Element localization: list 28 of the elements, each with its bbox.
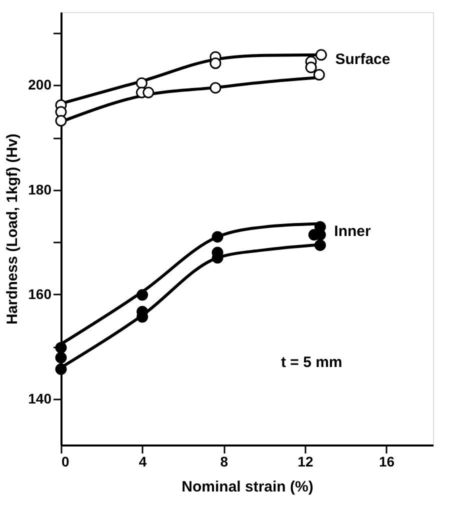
y-axis-title: Hardness (Load, 1kgf) (Hv) xyxy=(4,134,22,324)
x-tick-label: 8 xyxy=(220,454,228,470)
point xyxy=(136,289,148,301)
point xyxy=(212,231,224,243)
point xyxy=(210,58,222,69)
point xyxy=(55,115,67,127)
point xyxy=(142,86,154,98)
x-axis-title: Nominal strain (%) xyxy=(182,478,314,496)
point xyxy=(315,49,327,61)
y-tick-label: 140 xyxy=(28,390,52,406)
y-tick-label: 200 xyxy=(28,76,52,93)
y-tick-label: 160 xyxy=(28,286,52,302)
point xyxy=(55,342,67,354)
point xyxy=(305,62,317,74)
point xyxy=(55,352,67,364)
x-tick-label: 12 xyxy=(298,454,314,470)
point xyxy=(314,239,326,251)
x-tick-label: 4 xyxy=(138,454,147,470)
x-tick-label: 16 xyxy=(378,454,395,470)
x-tick-label: 0 xyxy=(62,454,70,470)
series-label: Inner xyxy=(334,222,372,240)
y-tick-label: 180 xyxy=(28,181,52,198)
series-label: Surface xyxy=(335,50,390,68)
point xyxy=(136,77,148,89)
point xyxy=(210,82,222,94)
point xyxy=(313,69,325,80)
annotation: t = 5 mm xyxy=(281,354,342,371)
point xyxy=(55,363,67,375)
